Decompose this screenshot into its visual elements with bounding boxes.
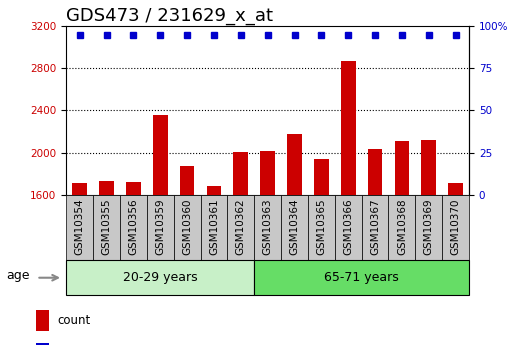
Text: GSM10361: GSM10361 bbox=[209, 198, 219, 255]
Text: GSM10354: GSM10354 bbox=[75, 198, 85, 255]
Bar bbox=[260, 150, 275, 195]
Bar bbox=[120, 195, 147, 260]
Text: age: age bbox=[6, 269, 30, 283]
Bar bbox=[394, 141, 409, 195]
Bar bbox=[66, 260, 254, 295]
Text: GSM10363: GSM10363 bbox=[263, 198, 272, 255]
Bar bbox=[308, 195, 335, 260]
Bar bbox=[314, 159, 329, 195]
Text: GDS473 / 231629_x_at: GDS473 / 231629_x_at bbox=[66, 7, 273, 24]
Text: GSM10356: GSM10356 bbox=[128, 198, 138, 255]
Bar bbox=[227, 195, 254, 260]
Text: GSM10355: GSM10355 bbox=[102, 198, 111, 255]
Bar bbox=[99, 181, 114, 195]
Text: GSM10359: GSM10359 bbox=[155, 198, 165, 255]
Bar bbox=[126, 182, 141, 195]
Bar bbox=[388, 195, 416, 260]
Text: 65-71 years: 65-71 years bbox=[324, 271, 399, 284]
Bar bbox=[448, 183, 463, 195]
Bar bbox=[147, 195, 174, 260]
Text: GSM10368: GSM10368 bbox=[397, 198, 407, 255]
Bar bbox=[200, 195, 227, 260]
Bar bbox=[36, 343, 49, 345]
Text: GSM10362: GSM10362 bbox=[236, 198, 246, 255]
Bar bbox=[180, 166, 195, 195]
Bar bbox=[281, 195, 308, 260]
Bar bbox=[36, 310, 49, 331]
Text: 20-29 years: 20-29 years bbox=[123, 271, 198, 284]
Bar bbox=[416, 195, 442, 260]
Text: GSM10370: GSM10370 bbox=[450, 198, 461, 255]
Bar bbox=[361, 195, 388, 260]
Bar bbox=[368, 149, 383, 195]
Text: GSM10369: GSM10369 bbox=[424, 198, 434, 255]
Text: GSM10365: GSM10365 bbox=[316, 198, 326, 255]
Bar bbox=[442, 195, 469, 260]
Bar bbox=[233, 151, 248, 195]
Bar bbox=[254, 260, 469, 295]
Text: GSM10367: GSM10367 bbox=[370, 198, 380, 255]
Bar bbox=[287, 134, 302, 195]
Bar bbox=[72, 183, 87, 195]
Text: GSM10364: GSM10364 bbox=[289, 198, 299, 255]
Bar bbox=[174, 195, 200, 260]
Bar bbox=[254, 195, 281, 260]
Text: count: count bbox=[58, 314, 91, 327]
Bar bbox=[66, 195, 93, 260]
Bar bbox=[341, 61, 356, 195]
Text: GSM10366: GSM10366 bbox=[343, 198, 353, 255]
Bar bbox=[421, 140, 436, 195]
Bar bbox=[335, 195, 361, 260]
Bar bbox=[153, 115, 167, 195]
Text: GSM10360: GSM10360 bbox=[182, 198, 192, 255]
Bar bbox=[207, 187, 222, 195]
Bar bbox=[93, 195, 120, 260]
